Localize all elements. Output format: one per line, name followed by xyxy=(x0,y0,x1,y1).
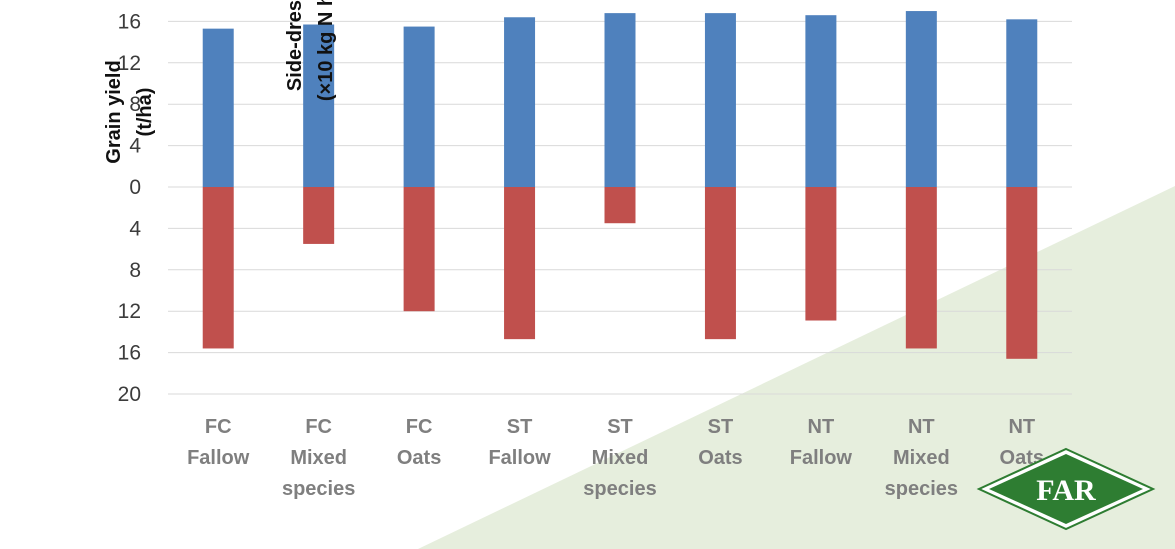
y-axis-label-bottom-line: Side-dress N xyxy=(284,0,306,91)
bar-grain-yield xyxy=(704,13,736,188)
category-label-line: species xyxy=(885,478,958,500)
y-axis-label-top: Grain yield (t/ha) xyxy=(103,60,156,163)
category-label-line: Oats xyxy=(397,447,441,469)
category-label: FC Fallow xyxy=(187,416,250,469)
y-tick-label: 8 xyxy=(129,259,141,282)
y-tick-label: 4 xyxy=(129,217,141,240)
bar-grain-yield xyxy=(905,11,937,187)
logo-text: FAR xyxy=(1036,474,1096,507)
y-tick-labels: 0 4 8 12 16 4 8 12 16 20 xyxy=(118,10,142,406)
category-label-line: FC xyxy=(205,416,232,438)
bar-side-dress-n xyxy=(704,187,736,340)
category-label-line: ST xyxy=(708,416,734,438)
far-logo: FAR xyxy=(976,447,1156,531)
bar-grain-yield xyxy=(403,26,435,188)
category-label-line: NT xyxy=(1008,416,1035,438)
y-axis-label-bottom: Side-dress N (×10 kg N ha⁻¹) xyxy=(284,0,337,101)
category-label-line: species xyxy=(583,478,656,500)
y-axis-labels: Grain yield (t/ha) Side-dress N (×10 kg N h… xyxy=(103,0,337,164)
category-label-line: species xyxy=(282,478,355,500)
category-label-line: FC xyxy=(305,416,332,438)
bar-grain-yield xyxy=(604,13,636,188)
y-tick-label: 20 xyxy=(118,383,141,406)
y-tick-label: 16 xyxy=(118,10,141,33)
category-label-line: Fallow xyxy=(187,447,250,469)
y-axis-label-bottom-line: (×10 kg N ha⁻¹) xyxy=(315,0,337,101)
bar-side-dress-n xyxy=(202,187,234,349)
category-label-line: ST xyxy=(607,416,633,438)
bar-side-dress-n xyxy=(303,187,335,244)
y-axis-label-top-line: Grain yield xyxy=(103,60,125,163)
bar-grain-yield xyxy=(202,28,234,187)
category-label: ST Mixed species xyxy=(583,416,656,500)
category-label: NT Fallow xyxy=(790,416,853,469)
category-label-line: Mixed xyxy=(290,447,347,469)
y-tick-label: 12 xyxy=(118,300,141,323)
category-label: NT Mixed species xyxy=(885,416,958,500)
category-label: FC Oats xyxy=(397,416,441,469)
bar-grain-yield xyxy=(1006,19,1038,187)
category-label-line: NT xyxy=(908,416,935,438)
bar-side-dress-n xyxy=(905,187,937,349)
category-label: ST Fallow xyxy=(488,416,551,469)
bar-side-dress-n xyxy=(504,187,536,340)
category-label-line: Mixed xyxy=(893,447,950,469)
category-labels: FC Fallow FC Mixed species FC Oats ST Fallow ST Mi… xyxy=(187,416,1044,500)
bar-side-dress-n xyxy=(604,187,636,224)
category-label: ST Oats xyxy=(698,416,742,469)
bar-grain-yield xyxy=(504,17,536,188)
bar-side-dress-n xyxy=(805,187,837,321)
category-label: FC Mixed species xyxy=(282,416,355,500)
bar-grain-yield xyxy=(303,24,335,187)
category-label-line: Oats xyxy=(698,447,742,469)
y-axis-label-top-line: (t/ha) xyxy=(134,88,156,137)
category-label-line: NT xyxy=(808,416,835,438)
bar-side-dress-n xyxy=(1006,187,1038,359)
y-tick-label: 0 xyxy=(129,176,141,199)
category-label-line: Mixed xyxy=(592,447,649,469)
y-tick-label: 4 xyxy=(129,135,141,158)
y-tick-label: 8 xyxy=(129,93,141,116)
category-label-line: ST xyxy=(507,416,533,438)
bar-side-dress-n xyxy=(403,187,435,312)
y-tick-label: 12 xyxy=(118,52,141,75)
category-label-line: Fallow xyxy=(790,447,853,469)
background-triangle xyxy=(418,186,1175,549)
y-tick-label: 16 xyxy=(118,342,141,365)
bars xyxy=(202,11,1038,359)
bar-grain-yield xyxy=(805,15,837,187)
category-label-line: FC xyxy=(406,416,433,438)
logo-diamond xyxy=(989,454,1143,524)
category-label-line: Fallow xyxy=(488,447,551,469)
